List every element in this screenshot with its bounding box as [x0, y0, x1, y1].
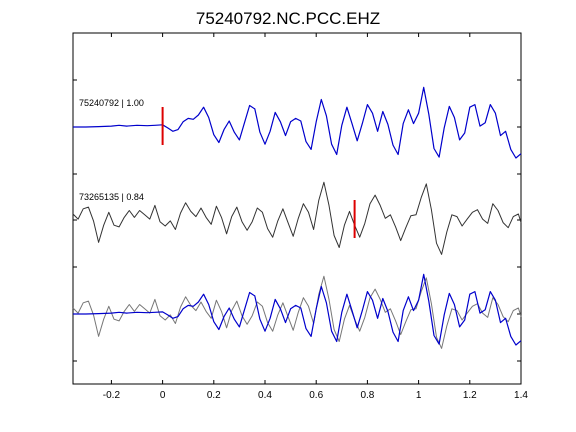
trace-reference-row3-3	[73, 273, 522, 346]
waveform-traces	[72, 86, 522, 349]
trace-correlated-row2-1	[72, 181, 522, 255]
trace-label-reference: 75240792 | 1.00	[79, 98, 144, 108]
x-tick-label-0: -0.2	[103, 390, 121, 401]
x-tick-label-2: 0.2	[207, 390, 221, 401]
x-axis-ticks: -0.2 0 0.2 0.4 0.6 0.8 1 1.2 1.4	[103, 33, 528, 401]
plot-area	[72, 32, 522, 385]
trace-overlay_correlated-row3-2	[72, 275, 522, 349]
x-tick-label-4: 0.6	[309, 390, 323, 401]
x-tick-label-8: 1.4	[514, 390, 528, 401]
x-tick-label-1: 0	[160, 390, 166, 401]
x-tick-label-5: 0.8	[360, 390, 374, 401]
x-tick-label-6: 1	[416, 390, 422, 401]
x-tick-label-7: 1.2	[463, 390, 477, 401]
phase-picks	[161, 107, 356, 238]
chart-title: 75240792.NC.PCC.EHZ	[196, 9, 380, 28]
trace-labels: 75240792 | 1.00 73265135 | 0.84	[79, 98, 144, 202]
x-tick-label-3: 0.4	[258, 390, 272, 401]
trace-reference-row1-0	[73, 86, 522, 159]
trace-label-correlated: 73265135 | 0.84	[79, 192, 144, 202]
